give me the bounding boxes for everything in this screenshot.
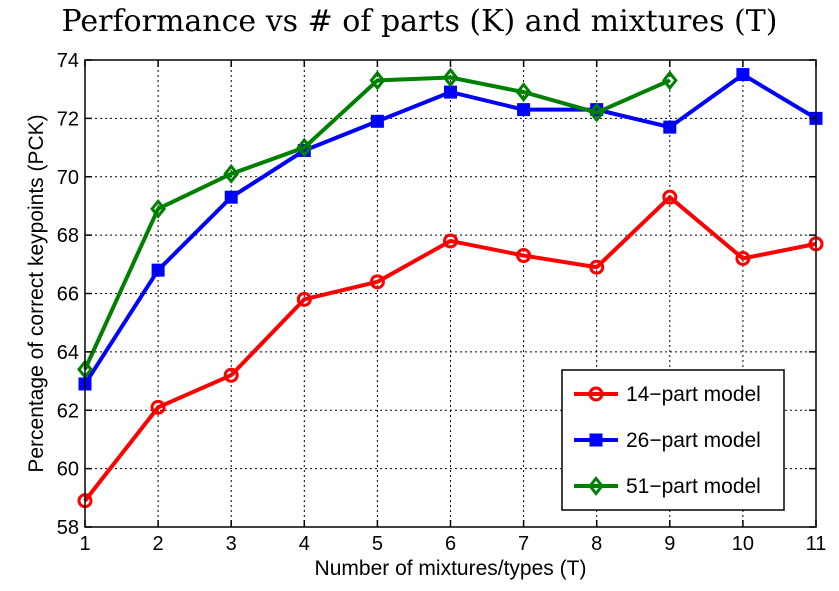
x-tick-label: 6: [445, 533, 456, 555]
data-point: [150, 399, 166, 415]
legend-marker: [589, 433, 603, 447]
series-line: [83, 195, 817, 502]
data-point: [443, 233, 458, 249]
x-tick-label: 3: [226, 533, 237, 555]
x-tick-label: 7: [518, 533, 529, 555]
data-point: [369, 274, 385, 290]
legend-label: 14−part model: [626, 383, 761, 406]
data-point: [735, 250, 751, 266]
data-point: [663, 120, 677, 134]
x-tick-label: 9: [664, 533, 675, 555]
data-point: [369, 70, 386, 91]
data-point: [296, 291, 312, 307]
y-axis-label: Percentage of correct keypoints (PCK): [25, 114, 48, 472]
data-point: [516, 248, 532, 264]
legend-item: 26−part model: [574, 429, 761, 452]
data-point: [517, 103, 531, 117]
legend-marker: [588, 476, 604, 496]
y-tick-label: 64: [57, 342, 79, 364]
legend-item: 51−part model: [574, 475, 761, 498]
y-tick-label: 72: [57, 108, 79, 130]
x-tick-label: 2: [153, 533, 164, 555]
x-tick-label: 8: [591, 533, 602, 555]
data-point: [661, 70, 678, 91]
x-tick-label: 11: [806, 533, 827, 555]
y-tick-label: 62: [57, 400, 79, 422]
x-tick-label: 4: [299, 533, 310, 555]
data-point: [736, 68, 750, 82]
data-point: [370, 114, 384, 128]
series-2: [78, 68, 823, 391]
data-point: [223, 367, 239, 383]
series-line: [83, 75, 671, 371]
y-tick-label: 66: [57, 284, 79, 306]
data-point: [442, 67, 459, 88]
data-point: [150, 198, 167, 219]
y-tick-label: 68: [57, 225, 79, 247]
data-point: [444, 85, 457, 99]
y-tick-label: 58: [57, 517, 79, 539]
x-tick-label: 1: [79, 533, 90, 555]
legend-label: 26−part model: [626, 429, 761, 452]
y-tick-label: 70: [57, 167, 79, 189]
x-tick-label: 5: [372, 533, 383, 555]
data-point: [515, 82, 532, 103]
legend: 14−part model 26−part model 51−part model: [561, 369, 785, 511]
data-point: [223, 163, 240, 184]
data-point: [588, 102, 605, 123]
chart-title: Performance vs # of parts (K) and mixtur…: [61, 4, 778, 39]
legend-marker: [588, 386, 604, 402]
data-point: [662, 189, 678, 205]
legend-item: 14−part model: [574, 383, 761, 406]
data-point: [224, 190, 238, 204]
x-axis-label: Number of mixtures/types (T): [315, 557, 587, 580]
legend-label: 51−part model: [626, 475, 761, 498]
y-tick-label: 60: [57, 459, 79, 481]
data-point: [151, 263, 165, 277]
data-point: [589, 259, 605, 275]
data-point: [296, 137, 313, 158]
x-tick-label: 10: [732, 533, 754, 555]
y-tick-label: 74: [57, 50, 79, 72]
axis-ticks: 1 2 3 4 5 6 7 8 9 10 11 58 60 62 64 66 68 70 72 74: [57, 50, 827, 555]
